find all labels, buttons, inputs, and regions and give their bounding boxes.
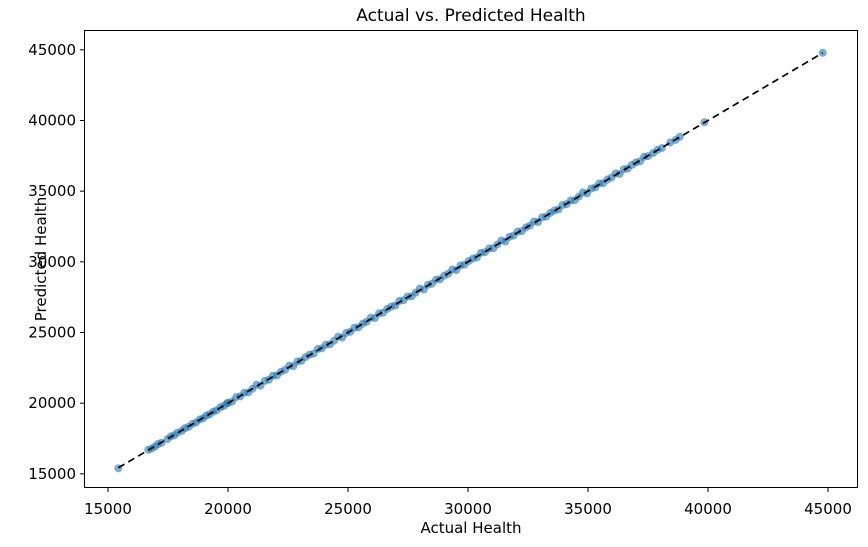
y-tick-label: 30000 <box>28 253 76 271</box>
x-tick-label: 30000 <box>444 500 492 518</box>
y-tick-label: 35000 <box>28 182 76 200</box>
x-tick-label: 45000 <box>804 500 852 518</box>
y-tick-label: 15000 <box>28 465 76 483</box>
y-axis-label: Predicted Health <box>32 196 50 322</box>
chart-title: Actual vs. Predicted Health <box>356 6 586 26</box>
x-tick-label: 40000 <box>684 500 732 518</box>
y-tick-label: 45000 <box>28 41 76 59</box>
y-tick-label: 40000 <box>28 111 76 129</box>
x-tick-label: 15000 <box>84 500 132 518</box>
x-axis-label: Actual Health <box>420 519 522 537</box>
scatter-point <box>818 48 827 57</box>
x-tick-label: 25000 <box>324 500 372 518</box>
reference-line <box>117 52 824 469</box>
x-tick-label: 20000 <box>204 500 252 518</box>
axes-frame <box>84 30 858 488</box>
x-tick-label: 35000 <box>564 500 612 518</box>
y-tick-label: 20000 <box>28 394 76 412</box>
y-tick-label: 25000 <box>28 324 76 342</box>
